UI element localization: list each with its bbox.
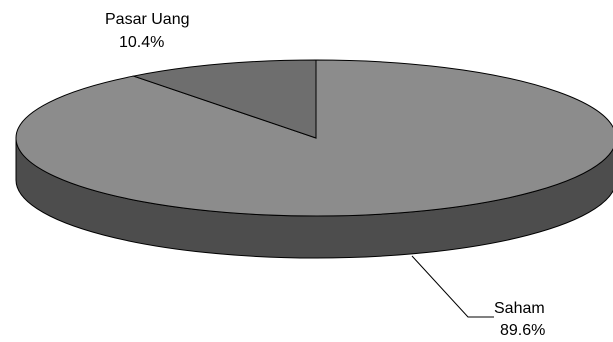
leader-line-saham	[411, 255, 494, 318]
slice-label-pasar-uang-value: 10.4%	[119, 34, 164, 51]
pie-slice-pasar-uang	[131, 59, 317, 139]
pie-tops	[15, 59, 613, 217]
slice-label-saham-value: 89.6%	[500, 322, 545, 339]
leader-lines	[411, 255, 494, 318]
slice-label-saham-name: Saham	[494, 300, 545, 317]
slice-label-pasar-uang-name: Pasar Uang	[105, 11, 190, 28]
